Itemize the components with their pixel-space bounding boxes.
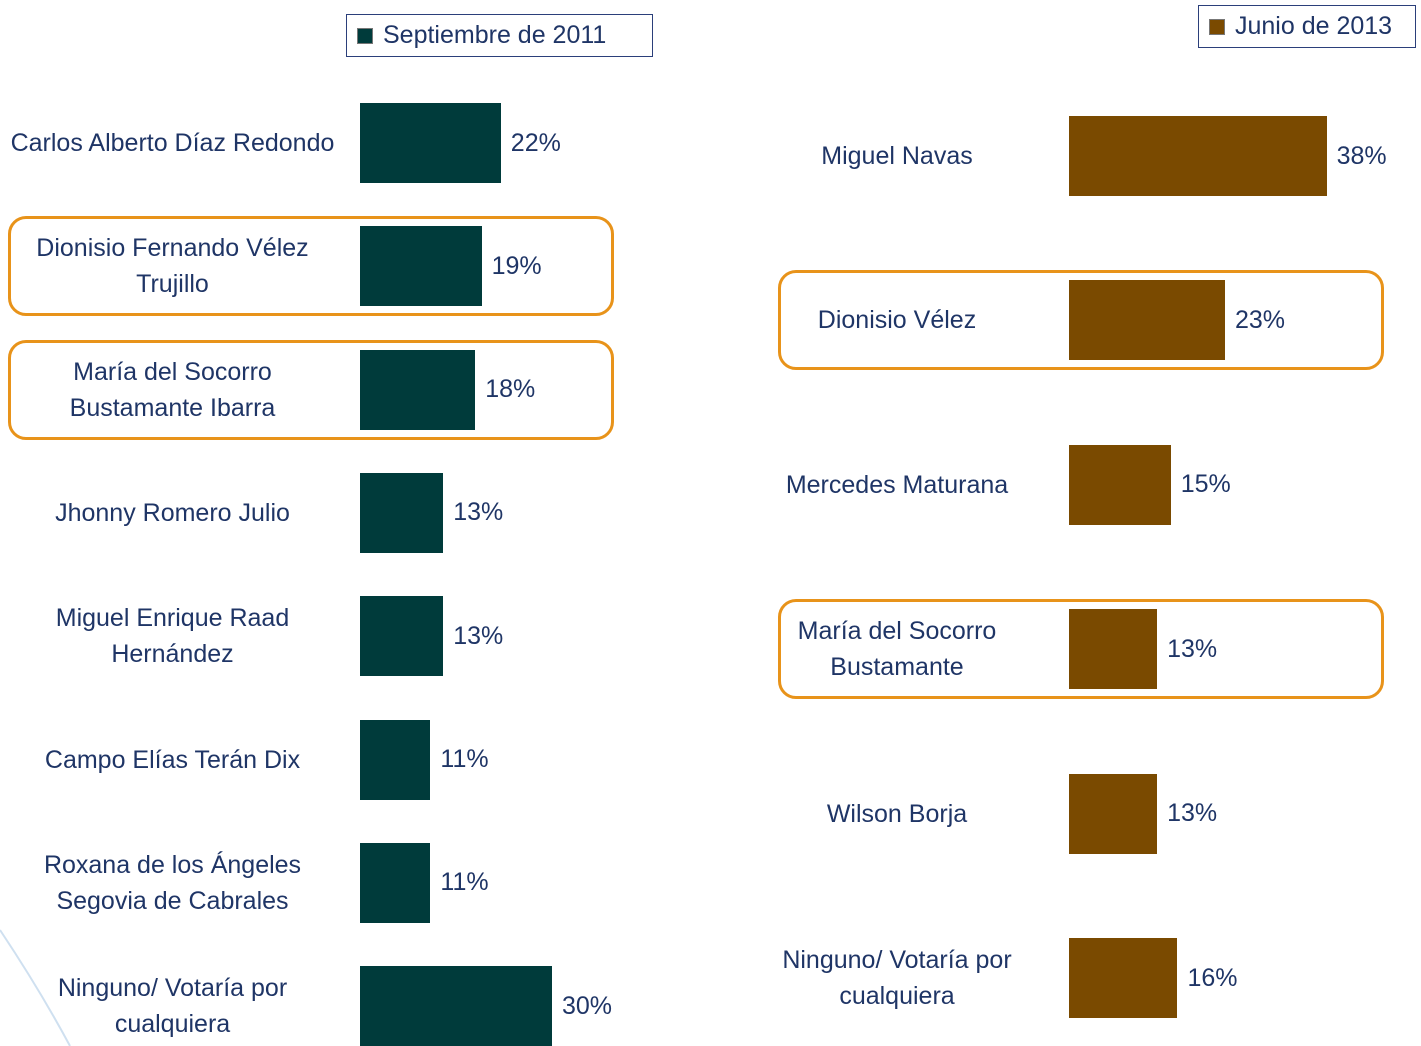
value-label: 13% <box>1167 634 1218 663</box>
bar <box>360 719 431 800</box>
value-label: 19% <box>491 251 542 280</box>
category-label: Dionisio Fernando Vélez Trujillo <box>36 234 309 299</box>
legend: Junio de 2013 <box>1198 5 1416 48</box>
highlight-box <box>778 270 1384 371</box>
bar <box>360 349 476 430</box>
bar <box>1069 938 1178 1018</box>
category-label: Roxana de los Ángeles Segovia de Cabrale… <box>43 850 302 915</box>
bar <box>360 103 501 183</box>
bar <box>360 226 482 307</box>
bar <box>360 966 552 1046</box>
value-label: 38% <box>1336 141 1387 170</box>
category-label: Dionisio Vélez <box>817 306 977 335</box>
bar <box>360 842 431 923</box>
bar <box>1069 609 1158 690</box>
category-label: Mercedes Maturana <box>785 470 1009 499</box>
value-label: 11% <box>440 868 489 897</box>
category-label: Ninguno/ Votaría por cualquiera <box>782 946 1012 1010</box>
highlight-box <box>778 599 1384 700</box>
category-label: María del Socorro Bustamante Ibarra <box>69 357 276 422</box>
value-label: 13% <box>453 621 504 650</box>
legend-text: Junio de 2013 <box>1235 12 1393 40</box>
bar <box>1069 444 1171 525</box>
legend-text: Septiembre de 2011 <box>383 21 607 49</box>
bar <box>1069 773 1158 854</box>
value-label: 13% <box>453 498 504 527</box>
bar <box>360 472 444 553</box>
value-label: 13% <box>1167 799 1218 828</box>
highlight-box <box>8 216 614 317</box>
value-label: 22% <box>510 128 561 157</box>
value-label: 16% <box>1187 963 1238 992</box>
bar <box>1069 116 1327 196</box>
bar <box>360 596 444 677</box>
value-label: 15% <box>1180 470 1231 499</box>
legend-swatch <box>357 27 373 44</box>
bar <box>1069 280 1225 361</box>
category-label: María del Socorro Bustamante <box>797 617 997 682</box>
category-label: Miguel Navas <box>821 142 973 170</box>
highlight-box <box>8 339 614 440</box>
legend: Septiembre de 2011 <box>346 14 653 57</box>
category-label: Carlos Alberto Díaz Redondo <box>10 129 335 157</box>
category-label: Miguel Enrique Raad Hernández <box>55 604 290 669</box>
value-label: 11% <box>440 745 489 773</box>
category-label: Jhonny Romero Julio <box>55 498 290 527</box>
category-label: Ninguno/ Votaría por cualquiera <box>57 974 288 1039</box>
category-label: Campo Elías Terán Dix <box>44 745 301 774</box>
value-label: 23% <box>1234 305 1285 334</box>
category-label: Wilson Borja <box>826 799 968 828</box>
legend-swatch <box>1209 18 1225 35</box>
value-label: 30% <box>562 991 613 1020</box>
value-label: 18% <box>485 375 536 404</box>
